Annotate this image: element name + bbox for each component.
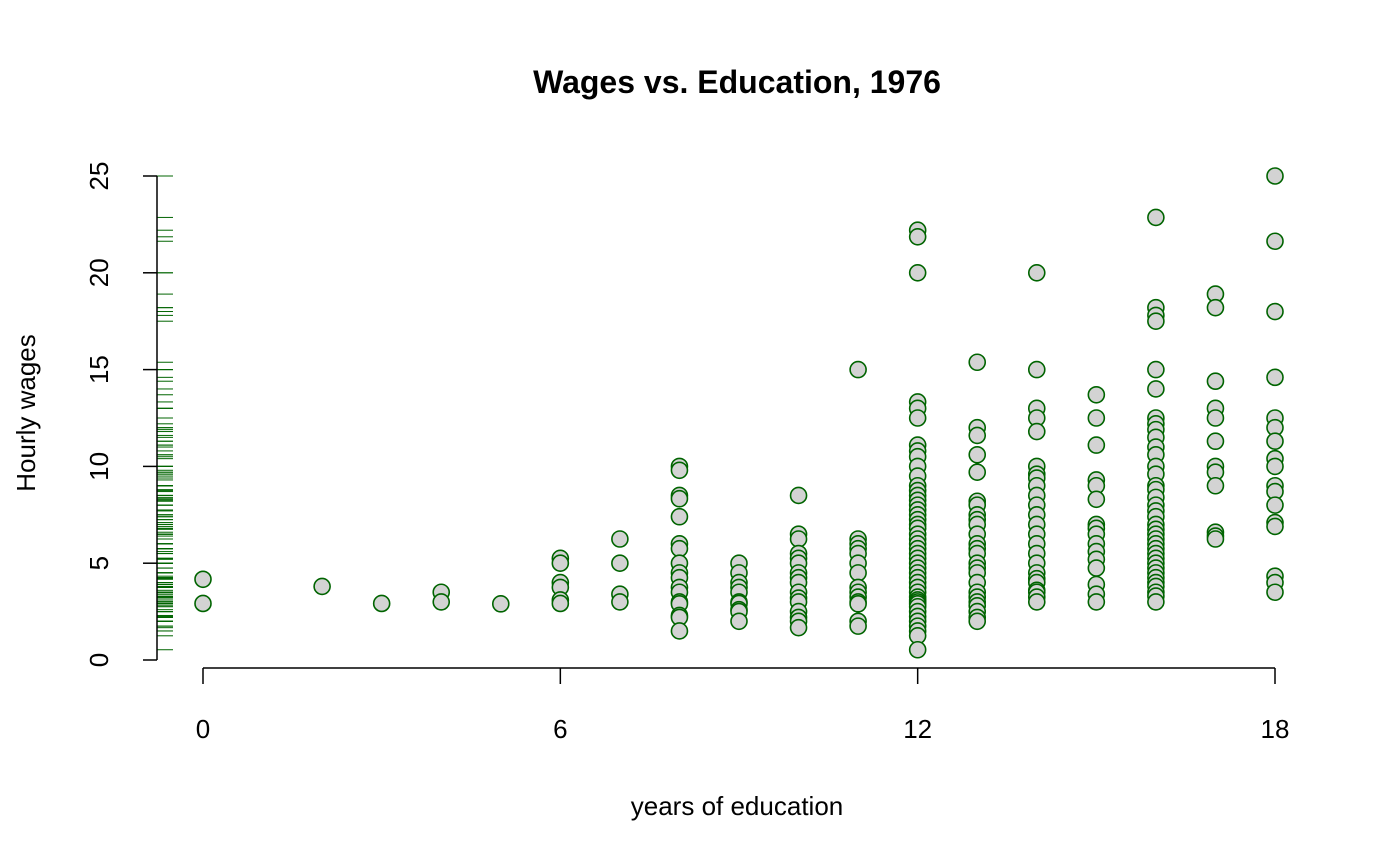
- data-point: [1266, 432, 1284, 451]
- data-point: [789, 530, 808, 548]
- x-tick-label: 6: [553, 714, 567, 744]
- data-point: [1206, 476, 1225, 495]
- data-point: [789, 618, 808, 637]
- data-point: [1087, 436, 1106, 454]
- data-point: [1147, 312, 1165, 331]
- data-point: [849, 360, 867, 379]
- y-axis: 0 5 10 15 20 25: [84, 162, 158, 667]
- data-point: [1027, 360, 1046, 379]
- data-point: [1206, 530, 1225, 548]
- data-points: [194, 167, 1284, 659]
- data-point: [849, 617, 867, 635]
- data-point: [789, 486, 808, 505]
- data-point: [611, 530, 629, 548]
- data-point: [730, 612, 748, 631]
- data-point: [551, 554, 570, 573]
- data-point: [1087, 490, 1106, 509]
- y-tick-label: 15: [84, 355, 114, 384]
- x-axis: 0 6 12 18: [196, 667, 1290, 744]
- data-point: [1147, 208, 1165, 227]
- data-point: [1087, 409, 1106, 427]
- data-point: [670, 622, 689, 640]
- data-point: [1147, 360, 1165, 379]
- data-point: [1266, 302, 1284, 321]
- data-point: [1087, 559, 1106, 577]
- y-axis-label: Hourly wages: [11, 334, 41, 492]
- y-tick-label: 25: [84, 162, 114, 191]
- data-point: [1087, 593, 1106, 611]
- data-point: [1266, 457, 1284, 476]
- data-point: [670, 489, 689, 508]
- data-point: [1027, 593, 1046, 611]
- data-point: [670, 539, 689, 558]
- data-point: [1206, 298, 1225, 317]
- data-point: [491, 595, 510, 613]
- data-point: [908, 409, 927, 427]
- chart-title: Wages vs. Education, 1976: [533, 64, 941, 100]
- data-point: [432, 593, 451, 611]
- y-tick-label: 0: [84, 653, 114, 667]
- data-point: [1147, 593, 1165, 611]
- data-point: [968, 445, 987, 464]
- data-point: [968, 353, 987, 372]
- y-tick-label: 20: [84, 258, 114, 287]
- data-point: [1266, 368, 1284, 387]
- data-point: [194, 594, 212, 613]
- data-point: [1027, 422, 1046, 441]
- data-point: [849, 564, 867, 582]
- data-point: [551, 594, 570, 613]
- data-point: [1266, 167, 1284, 185]
- data-point: [968, 612, 987, 631]
- x-axis-label: years of education: [631, 791, 843, 821]
- data-point: [372, 594, 391, 613]
- data-point: [908, 640, 927, 659]
- data-point: [908, 263, 927, 282]
- data-point: [313, 577, 331, 596]
- data-point: [1087, 385, 1106, 404]
- data-point: [670, 461, 689, 480]
- data-point: [1206, 432, 1225, 451]
- data-point: [611, 554, 629, 573]
- x-tick-label: 0: [196, 714, 210, 744]
- data-point: [1266, 583, 1284, 602]
- data-point: [1206, 372, 1225, 391]
- x-tick-label: 12: [903, 714, 932, 744]
- data-point: [1206, 409, 1225, 427]
- y-rug: [157, 175, 173, 651]
- data-point: [908, 227, 927, 246]
- data-point: [1147, 380, 1165, 398]
- data-point: [968, 426, 987, 445]
- data-point: [1266, 517, 1284, 536]
- data-point: [194, 570, 212, 589]
- data-point: [611, 593, 629, 611]
- data-point: [968, 463, 987, 482]
- data-point: [1027, 263, 1046, 282]
- y-tick-label: 5: [84, 556, 114, 570]
- data-point: [670, 507, 689, 526]
- y-tick-label: 10: [84, 452, 114, 481]
- x-tick-label: 18: [1261, 714, 1290, 744]
- data-point: [1266, 232, 1284, 251]
- data-point: [1266, 496, 1284, 514]
- data-point: [849, 595, 867, 613]
